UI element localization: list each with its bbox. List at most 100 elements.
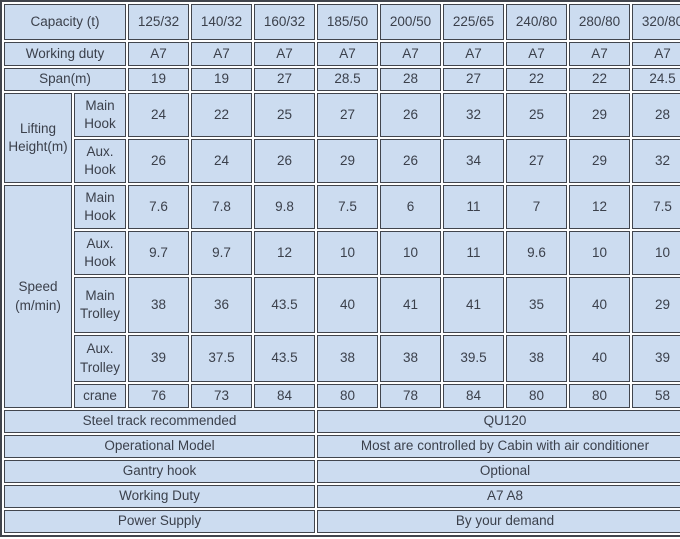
spec-cell: 6 [380, 185, 441, 229]
spec-cell: 29 [632, 277, 680, 333]
speed-aux-trolley-row: Aux. Trolley 39 37.5 43.5 38 38 39.5 38 … [4, 335, 680, 382]
footer-row: Steel track recommended QU120 [4, 410, 680, 433]
spec-cell: 28.5 [317, 68, 378, 91]
capacity-header: Capacity (t) [4, 4, 126, 40]
sub-label: crane [74, 384, 126, 408]
spec-cell: 43.5 [254, 335, 315, 382]
spec-cell: 27 [506, 139, 567, 183]
sub-label: Aux. Hook [74, 139, 126, 183]
spec-cell: 84 [443, 384, 504, 408]
footer-value: By your demand [317, 510, 680, 533]
spec-cell: 29 [569, 93, 630, 137]
spec-cell: 34 [443, 139, 504, 183]
spec-cell: 10 [632, 231, 680, 275]
spec-cell: 25 [506, 93, 567, 137]
speed-main-trolley-row: Main Trolley 38 36 43.5 40 41 41 35 40 2… [4, 277, 680, 333]
sub-label: Aux. Trolley [74, 335, 126, 382]
spec-cell: 78 [380, 384, 441, 408]
spec-cell: 7.8 [191, 185, 252, 229]
spec-cell: 38 [380, 335, 441, 382]
footer-row: Operational Model Most are controlled by… [4, 435, 680, 458]
group-label-speed: Speed (m/min) [4, 185, 72, 408]
sub-label: Main Hook [74, 93, 126, 137]
spec-cell: A7 [443, 42, 504, 66]
spec-cell: 19 [128, 68, 189, 91]
speed-main-hook-row: Speed (m/min) Main Hook 7.6 7.8 9.8 7.5 … [4, 185, 680, 408]
spec-cell: A7 [317, 42, 378, 66]
footer-row: Working Duty A7 A8 [4, 485, 680, 508]
spec-cell: A7 [380, 42, 441, 66]
working-duty-row: Working duty A7 A7 A7 A7 A7 A7 A7 A7 A7 [4, 42, 680, 66]
capacity-cell: 280/80 [569, 4, 630, 40]
spec-cell: 25 [254, 93, 315, 137]
capacity-cell: 200/50 [380, 4, 441, 40]
footer-value: QU120 [317, 410, 680, 433]
spec-cell: 39 [128, 335, 189, 382]
speed-aux-hook-row: Aux. Hook 9.7 9.7 12 10 10 11 9.6 10 10 [4, 231, 680, 275]
spec-cell: 80 [317, 384, 378, 408]
footer-row: Power Supply By your demand [4, 510, 680, 533]
spec-cell: 38 [128, 277, 189, 333]
spec-cell: 40 [569, 335, 630, 382]
spec-cell: 9.6 [506, 231, 567, 275]
spec-cell: 36 [191, 277, 252, 333]
row-label: Working duty [4, 42, 126, 66]
spec-cell: 29 [569, 139, 630, 183]
spec-cell: 26 [380, 93, 441, 137]
spec-cell: 43.5 [254, 277, 315, 333]
lifting-aux-hook-row: Aux. Hook 26 24 26 29 26 34 27 29 32 [4, 139, 680, 183]
span-row: Span(m) 19 19 27 28.5 28 27 22 22 24.5 [4, 68, 680, 91]
spec-cell: 9.7 [191, 231, 252, 275]
spec-cell: 10 [380, 231, 441, 275]
spec-cell: 38 [506, 335, 567, 382]
spec-cell: A7 [632, 42, 680, 66]
spec-cell: 22 [569, 68, 630, 91]
spec-cell: 27 [317, 93, 378, 137]
sub-label: Main Hook [74, 185, 126, 229]
spec-cell: 12 [254, 231, 315, 275]
spec-cell: 32 [632, 139, 680, 183]
spec-cell: 11 [443, 231, 504, 275]
spec-cell: 41 [443, 277, 504, 333]
spec-cell: 7.5 [317, 185, 378, 229]
spec-cell: 32 [443, 93, 504, 137]
spec-cell: 24 [191, 139, 252, 183]
spec-cell: 40 [569, 277, 630, 333]
footer-row: Gantry hook Optional [4, 460, 680, 483]
spec-cell: 22 [191, 93, 252, 137]
spec-cell: 28 [632, 93, 680, 137]
spec-cell: 26 [128, 139, 189, 183]
spec-cell: 12 [569, 185, 630, 229]
capacity-row: Capacity (t) 125/32 140/32 160/32 185/50… [4, 4, 680, 40]
sub-label: Main Trolley [74, 277, 126, 333]
spec-cell: 76 [128, 384, 189, 408]
spec-cell: 7.5 [632, 185, 680, 229]
footer-label: Steel track recommended [4, 410, 315, 433]
capacity-cell: 160/32 [254, 4, 315, 40]
footer-value: Optional [317, 460, 680, 483]
spec-cell: 41 [380, 277, 441, 333]
spec-cell: A7 [254, 42, 315, 66]
capacity-cell: 240/80 [506, 4, 567, 40]
spec-cell: 10 [317, 231, 378, 275]
footer-label: Working Duty [4, 485, 315, 508]
spec-cell: 84 [254, 384, 315, 408]
spec-cell: 39.5 [443, 335, 504, 382]
spec-cell: A7 [506, 42, 567, 66]
spec-cell: 37.5 [191, 335, 252, 382]
capacity-cell: 125/32 [128, 4, 189, 40]
speed-crane-row: crane 76 73 84 80 78 84 80 80 58 [4, 384, 680, 408]
footer-label: Power Supply [4, 510, 315, 533]
group-label-lifting-height: Lifting Height(m) [4, 93, 72, 183]
spec-cell: 7.6 [128, 185, 189, 229]
spec-cell: 27 [443, 68, 504, 91]
spec-cell: A7 [569, 42, 630, 66]
spec-cell: 58 [632, 384, 680, 408]
spec-cell: 9.8 [254, 185, 315, 229]
spec-cell: 28 [380, 68, 441, 91]
spec-cell: 40 [317, 277, 378, 333]
spec-cell: 38 [317, 335, 378, 382]
spec-cell: 10 [569, 231, 630, 275]
spec-cell: 80 [569, 384, 630, 408]
footer-value: Most are controlled by Cabin with air co… [317, 435, 680, 458]
